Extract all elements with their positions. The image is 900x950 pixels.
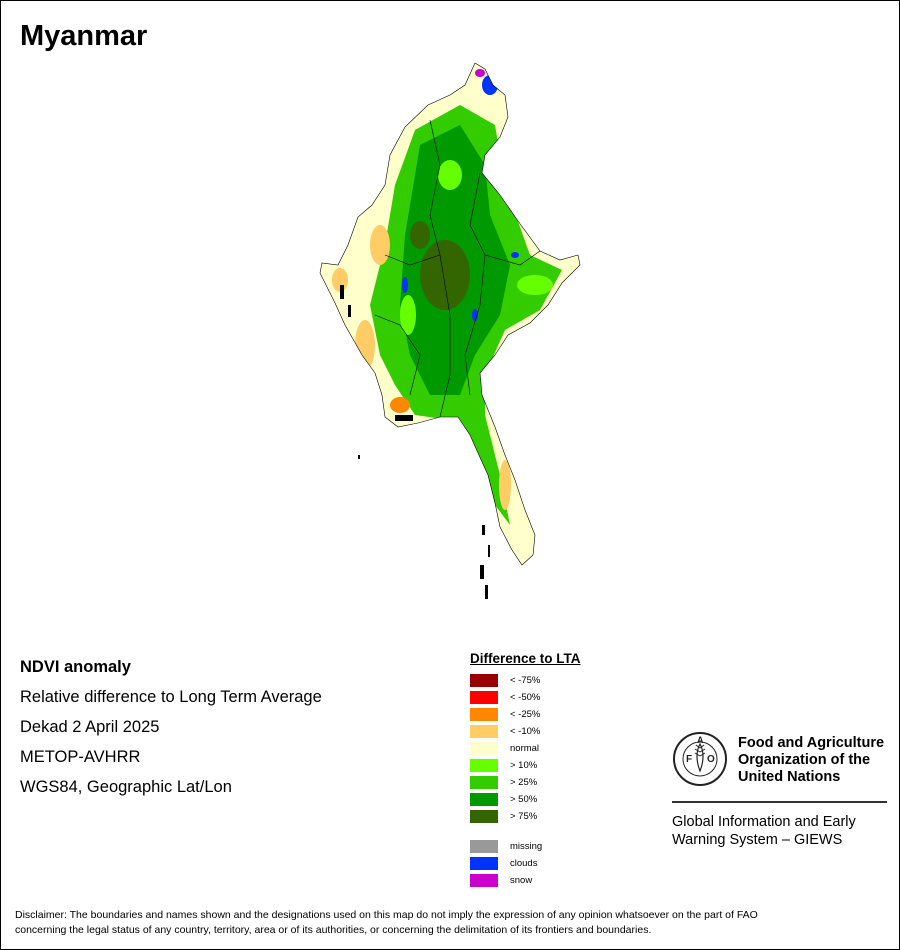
legend-label: normal xyxy=(510,743,540,754)
svg-text:A: A xyxy=(697,735,704,745)
legend-swatch xyxy=(470,742,498,755)
legend-label: > 10% xyxy=(510,760,538,771)
legend-swatch xyxy=(470,674,498,687)
legend-swatch xyxy=(470,708,498,721)
legend-label: < -75% xyxy=(510,675,541,686)
legend-label: clouds xyxy=(510,858,538,869)
ndvi-anomaly-map xyxy=(319,62,581,599)
svg-text:F: F xyxy=(686,754,692,765)
legend-swatch xyxy=(470,776,498,789)
disclaimer: Disclaimer: The boundaries and names sho… xyxy=(15,908,890,938)
legend-item-extra: snow xyxy=(470,872,581,889)
legend-item: > 75% xyxy=(470,808,581,825)
product-description: Relative difference to Long Term Average xyxy=(20,688,322,706)
legend-swatch xyxy=(470,840,498,853)
legend-item: < -25% xyxy=(470,706,581,723)
fao-logo: F O A xyxy=(673,732,727,786)
product-date: Dekad 2 April 2025 xyxy=(20,718,160,736)
org-line: Food and Agriculture xyxy=(738,735,885,751)
legend-item: > 25% xyxy=(470,774,581,791)
map-info: NDVI anomaly Relative difference to Long… xyxy=(20,656,322,806)
giews-name: Global Information and Early Warning Sys… xyxy=(672,813,892,849)
legend-label: < -10% xyxy=(510,726,541,737)
legend-swatch xyxy=(470,857,498,870)
legend-swatch xyxy=(470,874,498,887)
legend-label: > 25% xyxy=(510,777,538,788)
legend-item: normal xyxy=(470,740,581,757)
product-name: NDVI anomaly xyxy=(20,658,131,676)
map-title: Myanmar xyxy=(20,20,148,52)
legend-item: < -50% xyxy=(470,689,581,706)
legend-item: < -75% xyxy=(470,672,581,689)
legend-label: missing xyxy=(510,841,543,852)
svg-text:O: O xyxy=(707,754,715,765)
sensor-name: METOP-AVHRR xyxy=(20,748,141,766)
legend: Difference to LTA < -75% < -50% < -25% <… xyxy=(470,651,581,889)
org-line: Organization of the xyxy=(738,752,871,768)
legend-swatch xyxy=(470,793,498,806)
legend-label: > 75% xyxy=(510,811,538,822)
legend-swatch xyxy=(470,759,498,772)
org-line: United Nations xyxy=(738,769,841,785)
giews-line: Warning System – GIEWS xyxy=(672,832,843,848)
legend-label: > 50% xyxy=(510,794,538,805)
legend-item-extra: missing xyxy=(470,838,581,855)
legend-item: > 10% xyxy=(470,757,581,774)
legend-swatch xyxy=(470,725,498,738)
legend-label: < -25% xyxy=(510,709,541,720)
legend-swatch xyxy=(470,810,498,823)
legend-item: < -10% xyxy=(470,723,581,740)
legend-swatch xyxy=(470,691,498,704)
disclaimer-line: concerning the legal status of any count… xyxy=(15,924,652,936)
legend-label: snow xyxy=(510,875,533,886)
legend-item-extra: clouds xyxy=(470,855,581,872)
giews-line: Global Information and Early xyxy=(672,814,856,830)
divider xyxy=(672,801,887,803)
fao-organization-name: Food and Agriculture Organization of the… xyxy=(738,735,898,786)
projection-info: WGS84, Geographic Lat/Lon xyxy=(20,778,232,796)
legend-item: > 50% xyxy=(470,791,581,808)
legend-title: Difference to LTA xyxy=(470,651,581,666)
legend-label: < -50% xyxy=(510,692,541,703)
disclaimer-line: Disclaimer: The boundaries and names sho… xyxy=(15,909,758,921)
